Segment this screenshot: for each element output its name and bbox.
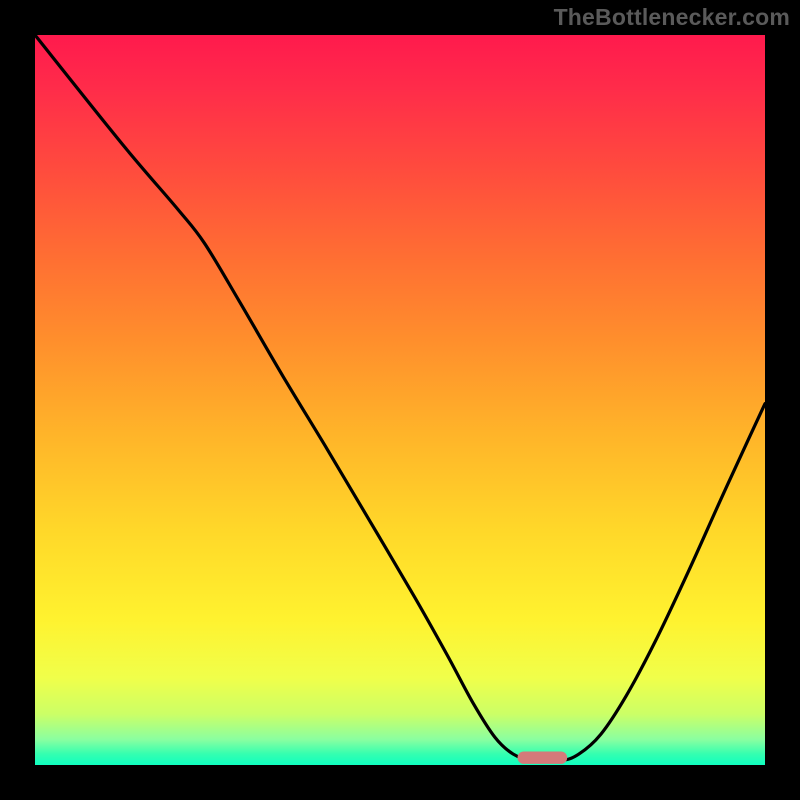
gradient-background [35,35,765,765]
chart-frame: TheBottlenecker.com [0,0,800,800]
optimal-range-marker [518,751,568,763]
bottleneck-chart [0,0,800,800]
watermark-text: TheBottlenecker.com [554,4,790,31]
